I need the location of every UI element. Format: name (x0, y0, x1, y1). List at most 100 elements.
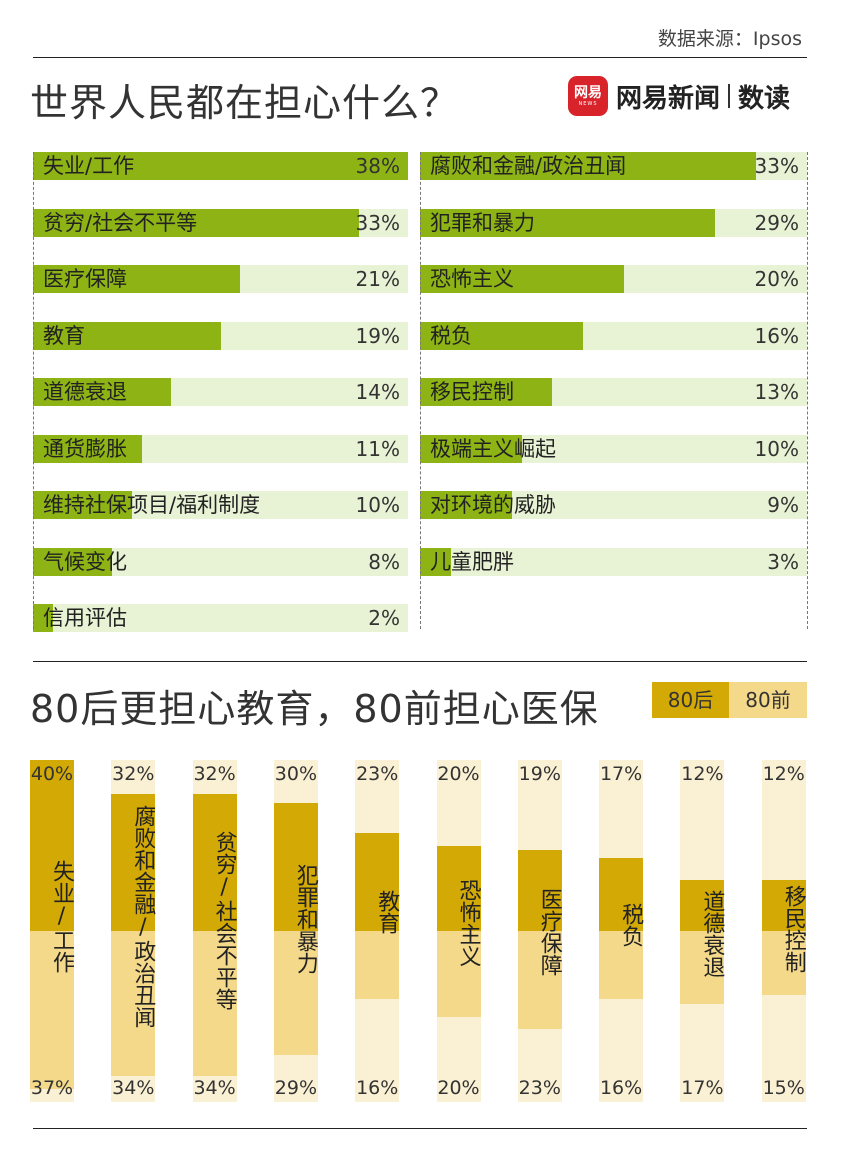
bar-value: 14% (355, 380, 400, 404)
generation-column: 32% 34% 贫穷/社会不平等 (192, 760, 237, 1102)
bar-value: 20% (754, 267, 799, 291)
brand-sub: 数读 (738, 83, 791, 114)
bar-80qian (517, 931, 562, 1030)
section-title-generations: 80后更担心教育，80前担心医保 (30, 687, 599, 731)
bar-label: 税负 (430, 323, 472, 348)
bar-row-right-4: 移民控制 13% (420, 378, 807, 406)
value-80hou: 19% (518, 763, 561, 785)
column-top-track (517, 760, 562, 931)
column-bottom-track (192, 931, 237, 1102)
bar-value: 16% (754, 323, 799, 348)
column-bottom-track (355, 931, 400, 1102)
bar-fill (33, 152, 408, 180)
bar-80hou (599, 858, 644, 931)
middle-divider (33, 661, 807, 662)
dashed-guide-left (33, 152, 34, 629)
value-80hou: 30% (274, 763, 317, 785)
bar-fill (33, 434, 142, 463)
dashed-guide-middle (420, 152, 421, 629)
bar-label: 失业/工作 (43, 154, 135, 178)
bar-value: 2% (368, 606, 400, 630)
logo-mark-text: 网易 (574, 84, 602, 101)
column-bottom-track (30, 931, 74, 1102)
bar-80hou (436, 845, 481, 931)
column-bottom-track (599, 931, 644, 1102)
bar-row-left-7: 气候变化 8% (33, 547, 408, 576)
column-bottom-track (517, 931, 562, 1102)
column-label: 犯罪和暴力 (292, 863, 318, 974)
bar-fill (33, 547, 112, 576)
bar-fill (33, 208, 359, 237)
bar-label: 教育 (43, 323, 85, 348)
bar-panel-right: 腐败和金融/政治丑闻 33% 犯罪和暴力 29% 恐怖主义 20% 税负 16% 移民控制 13%… (420, 152, 807, 629)
column-label: 教育 (374, 890, 400, 935)
bar-80qian (436, 931, 481, 1017)
value-80hou: 32% (193, 763, 236, 785)
bar-80qian (30, 931, 74, 1090)
bar-row-right-3: 税负 16% (420, 321, 807, 350)
bar-80hou (30, 760, 74, 931)
bar-row-right-5: 极端主义崛起 10% (420, 434, 807, 463)
source-label: 数据来源：Ipsos (657, 28, 802, 50)
bar-value: 8% (368, 549, 400, 574)
column-top-track (111, 760, 156, 931)
column-label: 腐败和金融/政治丑闻 (130, 805, 156, 1029)
legend-80qian: 80前 (729, 682, 807, 718)
bar-80hou (355, 832, 400, 931)
bar-fill (33, 491, 132, 519)
legend-80hou: 80后 (652, 682, 729, 718)
generation-column: 20% 20% 恐怖主义 (436, 760, 481, 1102)
bar-fill (33, 321, 221, 350)
bar-fill (420, 152, 757, 180)
dashed-guide-right (807, 152, 808, 629)
column-top-track (192, 760, 237, 931)
value-80qian: 37% (30, 1077, 74, 1099)
generation-column: 12% 15% 移民控制 (761, 760, 806, 1102)
bar-label: 极端主义崛起 (430, 436, 556, 461)
bar-label: 儿童肥胖 (430, 549, 514, 574)
column-top-track (436, 760, 481, 931)
bar-label: 犯罪和暴力 (430, 210, 535, 235)
bar-row-left-3: 教育 19% (33, 321, 408, 350)
bar-value: 33% (754, 154, 799, 178)
column-bottom-track (680, 931, 725, 1102)
bar-80hou (111, 794, 156, 931)
column-bottom-track (273, 931, 318, 1102)
bar-fill (420, 321, 583, 350)
bar-value: 33% (355, 210, 400, 235)
column-label: 移民控制 (780, 885, 806, 974)
value-80hou: 40% (30, 763, 74, 785)
bar-label: 腐败和金融/政治丑闻 (430, 154, 627, 178)
bar-80qian (192, 931, 237, 1077)
bar-80qian (680, 931, 725, 1004)
bar-row-right-7: 儿童肥胖 3% (420, 547, 807, 576)
generation-column: 12% 17% 道德衰退 (680, 760, 725, 1102)
bar-fill (33, 265, 241, 293)
bar-80hou (761, 879, 806, 931)
column-bottom-track (761, 931, 806, 1102)
value-80qian: 17% (681, 1077, 724, 1099)
bar-80qian (273, 931, 318, 1055)
generation-column: 23% 16% 教育 (355, 760, 400, 1102)
bar-row-right-2: 恐怖主义 20% (420, 265, 807, 293)
brand-separator (728, 84, 731, 108)
column-label: 道德衰退 (699, 889, 725, 978)
bar-value: 19% (355, 323, 400, 348)
bar-80qian (355, 931, 400, 1000)
value-80qian: 29% (274, 1077, 317, 1099)
column-label: 税负 (618, 902, 644, 947)
bar-fill (420, 378, 553, 406)
bar-80hou (680, 879, 725, 931)
bar-80hou (273, 802, 318, 931)
value-80qian: 34% (193, 1077, 236, 1099)
bar-fill (420, 265, 624, 293)
bar-row-left-8: 信用评估 2% (33, 604, 408, 632)
netease-icon: 网易 NEWS (568, 76, 608, 116)
bar-label: 道德衰退 (43, 380, 127, 404)
value-80qian: 16% (599, 1077, 643, 1099)
bar-row-left-2: 医疗保障 21% (33, 265, 408, 293)
column-top-track (599, 760, 644, 931)
brand-name: 网易新闻 (616, 83, 721, 114)
bar-value: 21% (355, 267, 400, 291)
bar-label: 通货膨胀 (43, 436, 127, 461)
